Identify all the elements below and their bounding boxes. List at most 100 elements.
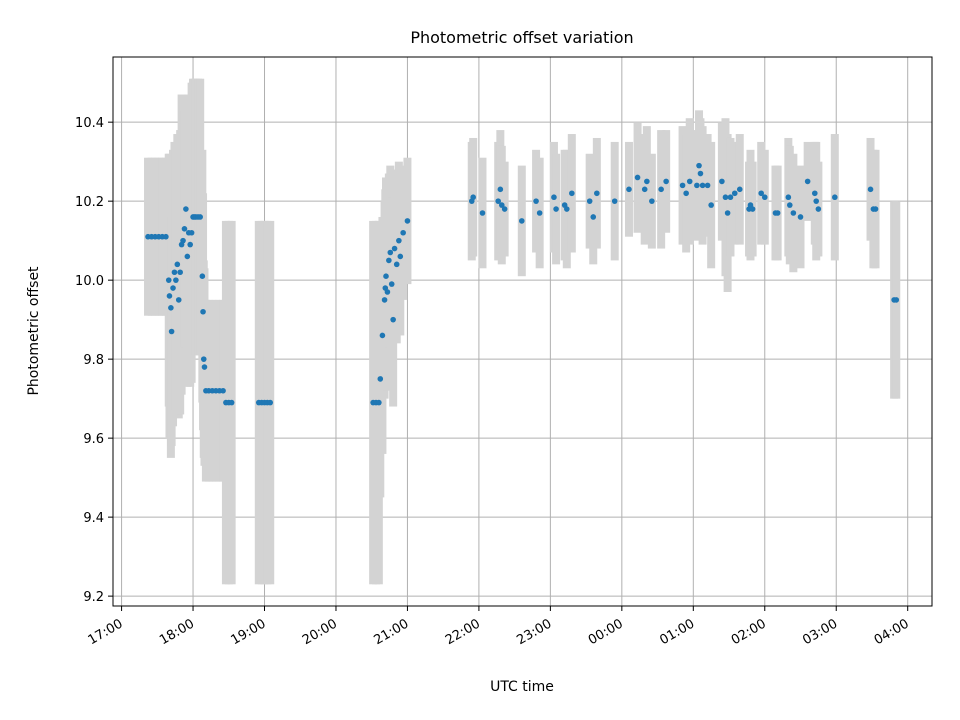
x-tick-label: 23:00 [514, 616, 554, 648]
y-tick-label: 10.2 [75, 195, 104, 210]
data-point [641, 186, 648, 193]
data-point [166, 293, 173, 299]
data-point [384, 289, 391, 295]
data-point [696, 162, 702, 169]
y-tick-label: 10.4 [75, 116, 104, 131]
x-tick-label: 19:00 [229, 616, 269, 648]
x-tick-label: 02:00 [729, 616, 769, 648]
data-point [736, 186, 743, 193]
y-axis-ticks: 9.2 9.4 9.6 9.8 10.0 10.2 10.4 [75, 116, 113, 605]
data-point [893, 297, 900, 303]
x-tick-label: 01:00 [657, 616, 697, 648]
data-point [686, 178, 693, 185]
data-point [758, 190, 764, 197]
data-point [719, 178, 725, 185]
x-tick-label: 00:00 [586, 616, 626, 648]
data-point [165, 277, 172, 283]
data-point [180, 237, 186, 244]
data-point [267, 399, 274, 406]
data-point [774, 210, 781, 216]
data-point [199, 273, 206, 280]
data-point [634, 174, 641, 181]
data-point [181, 226, 188, 232]
data-point [404, 218, 411, 224]
data-point [697, 170, 704, 177]
grid-lines [113, 57, 932, 606]
data-point [724, 210, 731, 216]
data-point [174, 261, 181, 268]
data-point [786, 202, 793, 208]
data-point [626, 186, 632, 193]
data-point [228, 399, 235, 406]
chart-title: Photometric offset variation [410, 28, 633, 47]
data-point [200, 308, 206, 315]
data-point [201, 364, 208, 370]
data-point [387, 249, 394, 256]
y-tick-label: 9.8 [83, 353, 104, 368]
data-point [590, 214, 597, 220]
data-point [479, 210, 486, 216]
data-point [811, 190, 818, 197]
x-tick-label: 21:00 [371, 616, 411, 648]
data-point [187, 241, 193, 248]
data-point [391, 245, 398, 252]
data-point [400, 229, 406, 236]
data-point [376, 399, 382, 406]
data-point [171, 269, 178, 276]
data-point [815, 206, 822, 212]
data-point [390, 316, 396, 323]
data-point [518, 218, 525, 224]
data-point [804, 178, 811, 185]
data-point [867, 186, 874, 193]
data-point [832, 194, 838, 201]
data-point [497, 186, 504, 193]
data-point [536, 210, 543, 216]
data-point [383, 273, 389, 280]
x-tick-label: 18:00 [157, 616, 197, 648]
data-point [594, 190, 600, 197]
data-point [813, 198, 820, 204]
data-point [386, 257, 392, 264]
data-point [377, 376, 384, 382]
data-point [170, 285, 176, 291]
data-point [704, 182, 711, 189]
data-point [679, 182, 686, 189]
data-point [388, 281, 395, 287]
data-point [188, 229, 195, 236]
data-point [175, 297, 182, 303]
x-tick-label: 22:00 [443, 616, 483, 648]
data-point [470, 194, 476, 201]
data-point [663, 178, 669, 185]
data-point [683, 190, 689, 197]
data-point [200, 356, 207, 362]
data-point [163, 233, 169, 240]
x-axis-ticks: 17:00 18:00 19:00 20:00 21:00 22:00 23:00 00:00… [86, 606, 912, 648]
data-point [184, 253, 191, 260]
y-tick-label: 10.0 [75, 274, 104, 289]
data-point [658, 186, 664, 193]
data-point [393, 261, 400, 268]
x-tick-label: 17:00 [86, 616, 126, 648]
plot-frame [112, 56, 933, 607]
y-axis-label: Photometric offset [26, 266, 42, 396]
data-points [145, 162, 900, 406]
data-point [694, 182, 700, 189]
data-point [611, 198, 618, 204]
data-point [381, 297, 388, 303]
y-tick-label: 9.6 [83, 432, 104, 447]
data-point [396, 237, 402, 244]
x-tick-label: 03:00 [800, 616, 840, 648]
x-axis-label: UTC time [490, 679, 554, 695]
data-point [761, 194, 768, 201]
data-point [790, 210, 797, 216]
data-point [397, 253, 404, 260]
x-tick-label: 20:00 [300, 616, 340, 648]
y-tick-label: 9.4 [83, 511, 104, 526]
error-bars [144, 78, 901, 585]
data-point [797, 214, 804, 220]
data-point [731, 190, 738, 197]
data-point [785, 194, 792, 201]
y-tick-label: 9.2 [83, 590, 104, 605]
data-point [553, 206, 559, 212]
data-point [501, 206, 508, 212]
